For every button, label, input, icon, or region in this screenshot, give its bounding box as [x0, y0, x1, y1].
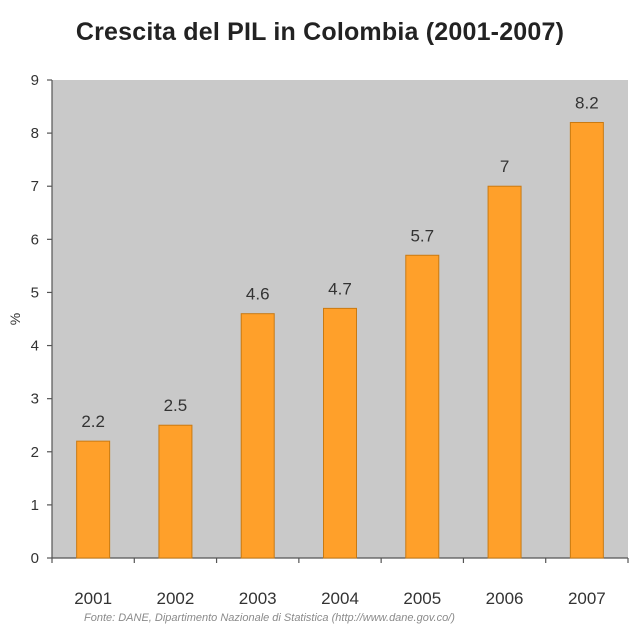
x-tick-label: 2006 [486, 589, 524, 608]
data-label-2005: 5.7 [410, 226, 434, 245]
data-label-2001: 2.2 [81, 412, 105, 431]
y-axis: 0 1 2 3 4 5 6 7 8 9 [31, 72, 53, 567]
bar-2002 [158, 424, 193, 559]
x-axis: 2001 2002 2003 2004 2005 2006 2007 [51, 557, 629, 608]
data-label-2003: 4.6 [246, 285, 270, 304]
bar-2007 [569, 121, 604, 559]
x-tick-label: 2002 [157, 589, 195, 608]
x-tick-label: 2005 [403, 589, 441, 608]
y-tick-label: 5 [31, 284, 39, 301]
y-tick-label: 3 [31, 391, 39, 408]
y-tick-label: 2 [31, 444, 39, 461]
data-labels: 2.2 2.5 4.6 4.7 5.7 7 8.2 [81, 93, 598, 431]
bar-2004 [323, 307, 357, 559]
chart-source-note: Fonte: DANE, Dipartimento Nazionale di S… [84, 612, 455, 624]
bar-2001 [76, 440, 111, 559]
y-axis-label: % [7, 313, 23, 325]
x-tick-label: 2007 [568, 589, 606, 608]
y-tick-label: 1 [31, 497, 39, 514]
x-tick-label: 2004 [321, 589, 359, 608]
data-label-2006: 7 [500, 157, 509, 176]
y-tick-label: 7 [31, 178, 39, 195]
bar-2006 [487, 185, 522, 559]
y-tick-label: 4 [31, 338, 39, 355]
bar-2003 [240, 313, 275, 559]
bar-2005 [405, 254, 440, 559]
x-tick-label: 2003 [239, 589, 277, 608]
y-tick-label: 6 [31, 231, 39, 248]
x-tick-label: 2001 [74, 589, 112, 608]
data-label-2002: 2.5 [164, 396, 188, 415]
bars [76, 121, 604, 559]
data-label-2004: 4.7 [328, 279, 352, 298]
data-label-2007: 8.2 [575, 93, 599, 112]
y-tick-label: 0 [31, 550, 39, 567]
y-tick-label: 8 [31, 125, 39, 142]
y-tick-label: 9 [31, 72, 39, 89]
chart-title: Crescita del PIL in Colombia (2001-2007) [75, 18, 565, 46]
